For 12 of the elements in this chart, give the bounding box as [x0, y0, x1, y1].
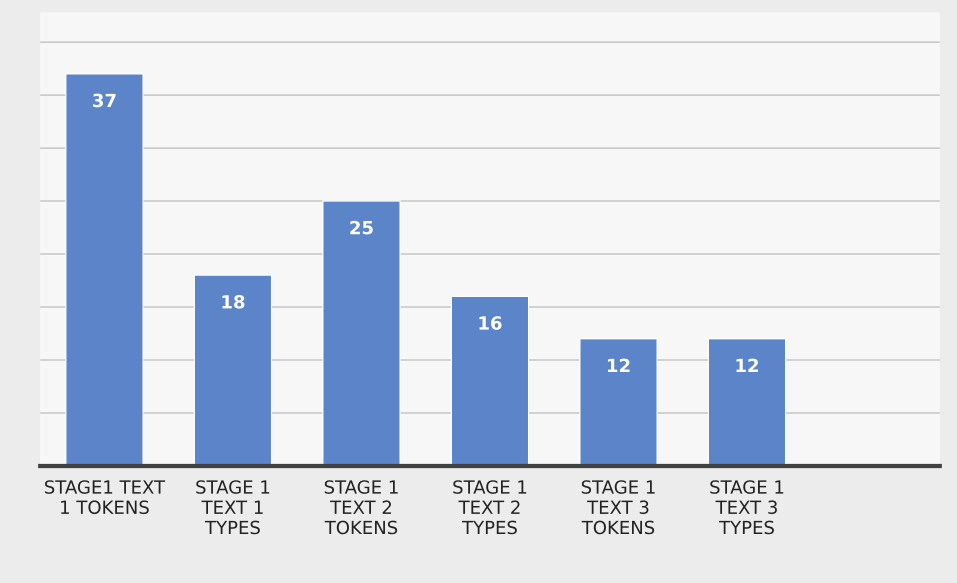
x-tick-label: STAGE 1 TEXT 3 TOKENS [582, 480, 655, 534]
x-tick-label: STAGE 1 TEXT 3 TYPES [710, 480, 784, 534]
data-label: 12 [736, 358, 758, 372]
data-label: 18 [222, 295, 244, 309]
x-tick-label: STAGE 1 TEXT 2 TYPES [453, 480, 526, 534]
data-label: 16 [479, 316, 502, 330]
x-tick-label: STAGE 1 TEXT 2 TOKENS [324, 480, 398, 534]
x-tick-label: STAGE 1 TEXT 1 TYPES [196, 480, 270, 534]
data-label: 25 [350, 220, 373, 234]
x-tick-label: STAGE1 TEXT 1 TOKENS [45, 480, 166, 514]
data-label: 37 [93, 94, 116, 108]
data-label: 12 [608, 358, 630, 372]
